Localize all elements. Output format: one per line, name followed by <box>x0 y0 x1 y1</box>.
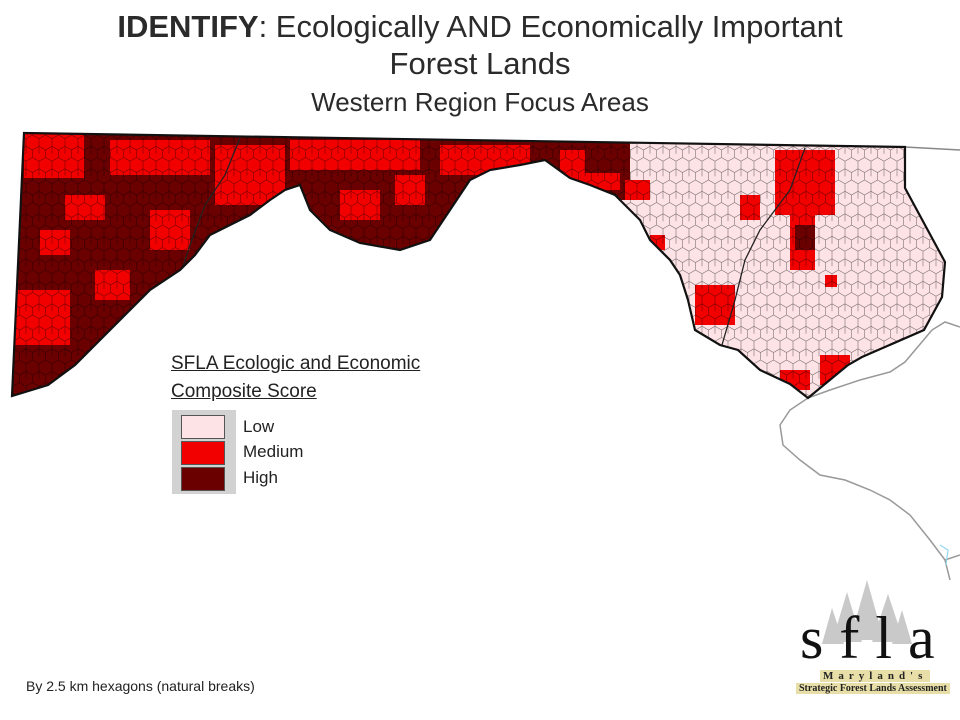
title-rest: : Ecologically AND Economically Importan… <box>258 9 843 44</box>
legend-swatch-high <box>181 467 225 491</box>
legend-title-line2: Composite Score <box>171 381 317 402</box>
neighbor-border-line <box>904 146 960 151</box>
footnote: By 2.5 km hexagons (natural breaks) <box>26 678 255 694</box>
county-line <box>721 147 806 346</box>
sfla-logo: sfla Maryland's Strategic Forest Lands A… <box>794 580 954 695</box>
neighbor-border-line <box>931 321 960 331</box>
forest-trees-icon <box>822 580 912 644</box>
page-title: IDENTIFY: Ecologically AND Economically … <box>0 8 960 46</box>
title-block: IDENTIFY: Ecologically AND Economically … <box>0 8 960 122</box>
page-subtitle: Western Region Focus Areas <box>311 87 649 117</box>
title-prefix: IDENTIFY <box>117 9 259 44</box>
legend-label-high: High <box>243 468 278 487</box>
county-line <box>181 137 241 271</box>
legend-label-medium: Medium <box>243 442 304 461</box>
legend-swatch-medium <box>181 441 225 465</box>
neighbor-border-line <box>939 544 949 566</box>
legend-title: SFLA Ecologic and Economic Composite Sco… <box>171 350 420 406</box>
logo-letters: sfla <box>800 605 951 671</box>
logo-line1: Maryland's <box>820 670 931 682</box>
logo-line2: Strategic Forest Lands Assessment <box>796 683 950 694</box>
legend-title-line1: SFLA Ecologic and Economic <box>171 353 421 374</box>
legend-swatch-panel <box>172 410 236 494</box>
legend-swatch-low <box>181 415 225 439</box>
hexagon-choropleth <box>12 133 945 398</box>
state-outline <box>10 131 947 400</box>
title-line2: Forest Lands <box>389 46 571 81</box>
legend-label-low: Low <box>243 417 275 436</box>
